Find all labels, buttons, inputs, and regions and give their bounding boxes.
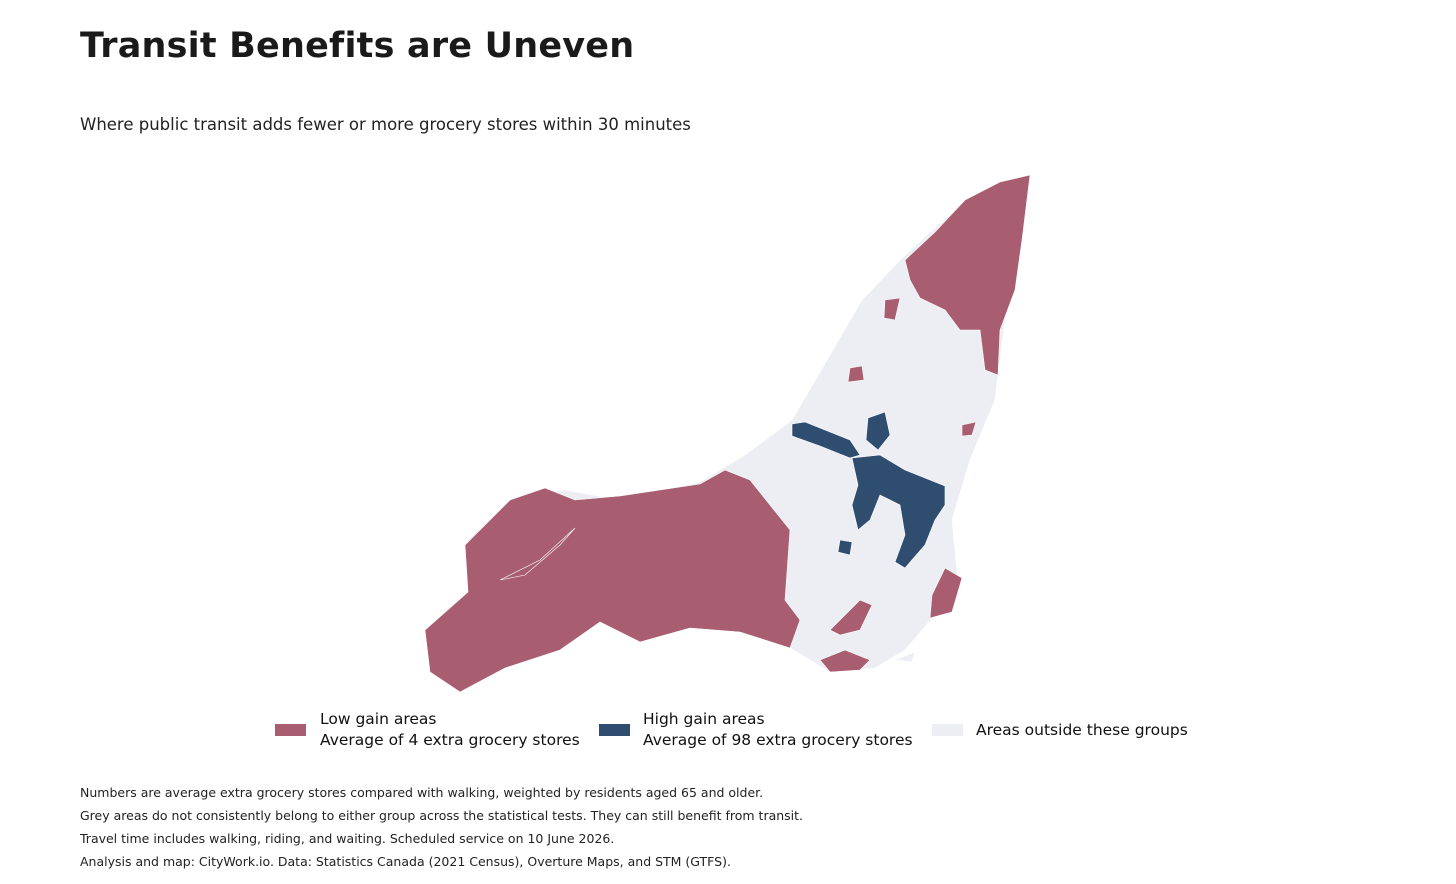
low-gain-mid-patch xyxy=(847,365,865,383)
low-gain-northeast xyxy=(904,174,1031,376)
legend-item: Low gain areas Average of 4 extra grocer… xyxy=(320,709,580,751)
note: Numbers are average extra grocery stores… xyxy=(80,785,764,800)
high-gain-areas xyxy=(791,411,946,569)
subtitle: Where public transit adds fewer or more … xyxy=(80,115,691,134)
low-gain-south-patch xyxy=(829,599,873,636)
legend-label: Low gain areas xyxy=(320,710,437,728)
high-gain-west-strip xyxy=(791,421,861,459)
note: Grey areas do not consistently belong to… xyxy=(80,808,804,823)
low-gain-east-islet xyxy=(929,567,963,619)
low-gain-north-patch xyxy=(883,297,901,321)
title: Transit Benefits are Uneven xyxy=(80,26,635,66)
high-gain-south-patch xyxy=(837,539,853,556)
high-gain-center xyxy=(851,454,946,569)
island-east-islet xyxy=(894,651,916,663)
legend-detail: Average of 4 extra grocery stores xyxy=(320,731,580,749)
notes: Numbers are average extra grocery stores… xyxy=(80,783,803,875)
legend-label: Areas outside these groups xyxy=(976,721,1188,739)
low-gain-west xyxy=(424,469,801,693)
note: Travel time includes walking, riding, an… xyxy=(80,831,615,846)
legend-swatch xyxy=(275,724,306,736)
map xyxy=(424,174,1031,693)
legend-swatch xyxy=(932,724,963,736)
high-gain-north-strip xyxy=(865,411,891,451)
legend-swatch xyxy=(599,724,630,736)
note: Analysis and map: CityWork.io. Data: Sta… xyxy=(80,854,731,869)
legend-label: High gain areas xyxy=(643,710,765,728)
low-gain-east-patch xyxy=(961,421,977,437)
legend-item: High gain areas Average of 98 extra groc… xyxy=(643,709,913,751)
low-gain-areas xyxy=(424,174,1031,693)
legend-item: Areas outside these groups xyxy=(976,720,1188,741)
low-gain-south-patch-2 xyxy=(819,649,871,673)
legend-detail: Average of 98 extra grocery stores xyxy=(643,731,913,749)
